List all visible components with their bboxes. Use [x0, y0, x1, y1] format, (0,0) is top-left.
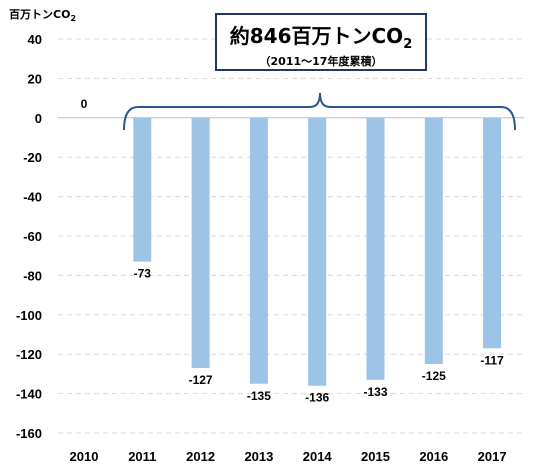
y-axis-unit-label: 百万トンCO2: [9, 6, 76, 23]
grid-lines: [58, 38, 524, 434]
y-tick-label: 20: [28, 71, 42, 86]
bar-2017: [483, 117, 502, 349]
callout-main-text: 約846百万トンCO2: [217, 20, 425, 52]
data-label-2011: -73: [134, 267, 152, 281]
data-label-2012: -127: [189, 373, 213, 387]
data-label-2014: -136: [305, 391, 329, 405]
y-axis: 40 20 0 -20 -40 -60 -80 -100 -120 -140 -160: [16, 32, 42, 441]
y-tick-label: -40: [23, 190, 42, 205]
bar-2011: [133, 117, 152, 262]
data-label-2016: -125: [422, 369, 446, 383]
y-tick-label: 0: [35, 111, 42, 126]
unit-label-subscript: 2: [70, 14, 77, 24]
callout-main-label: 約846百万トンCO: [229, 24, 404, 48]
unit-label-text: 百万トンCO: [9, 8, 71, 21]
x-tick-label-2016: 2016: [419, 449, 448, 464]
y-tick-label: -80: [23, 268, 42, 283]
x-tick-label-2013: 2013: [244, 449, 273, 464]
data-label-2015: -133: [363, 385, 387, 399]
x-tick-label-2017: 2017: [478, 449, 507, 464]
y-tick-label: -120: [16, 347, 42, 362]
bar-2015: [366, 117, 385, 380]
y-tick-label: -20: [23, 150, 42, 165]
data-label-2010: 0: [81, 97, 88, 111]
y-tick-label: -140: [16, 387, 42, 402]
callout-sub-text: （2011～17年度累積）: [259, 55, 383, 68]
x-axis: 2010 2011 2012 2013 2014 2015 2016 2017: [70, 449, 507, 464]
x-tick-label-2014: 2014: [303, 449, 333, 464]
x-tick-label-2010: 2010: [70, 449, 99, 464]
data-label-2013: -135: [247, 389, 271, 403]
bracket-brace: [123, 92, 516, 131]
y-tick-label: -60: [23, 229, 42, 244]
bar-2016: [424, 117, 443, 365]
y-tick-label: -160: [16, 426, 42, 441]
y-tick-label: 40: [28, 32, 42, 47]
x-tick-label-2015: 2015: [361, 449, 390, 464]
cumulative-callout-box: 約846百万トンCO2 （2011～17年度累積）: [215, 13, 427, 71]
bars: [133, 117, 502, 386]
data-labels: 0 -73 -127 -135 -136 -133 -125 -117: [81, 97, 504, 405]
callout-main-subscript: 2: [403, 37, 413, 52]
bar-2014: [308, 117, 327, 386]
bar-2012: [191, 117, 210, 368]
data-label-2017: -117: [480, 353, 504, 367]
x-tick-label-2012: 2012: [186, 449, 215, 464]
bar-2013: [249, 117, 268, 384]
x-tick-label-2011: 2011: [128, 449, 156, 464]
y-tick-label: -100: [16, 308, 42, 323]
